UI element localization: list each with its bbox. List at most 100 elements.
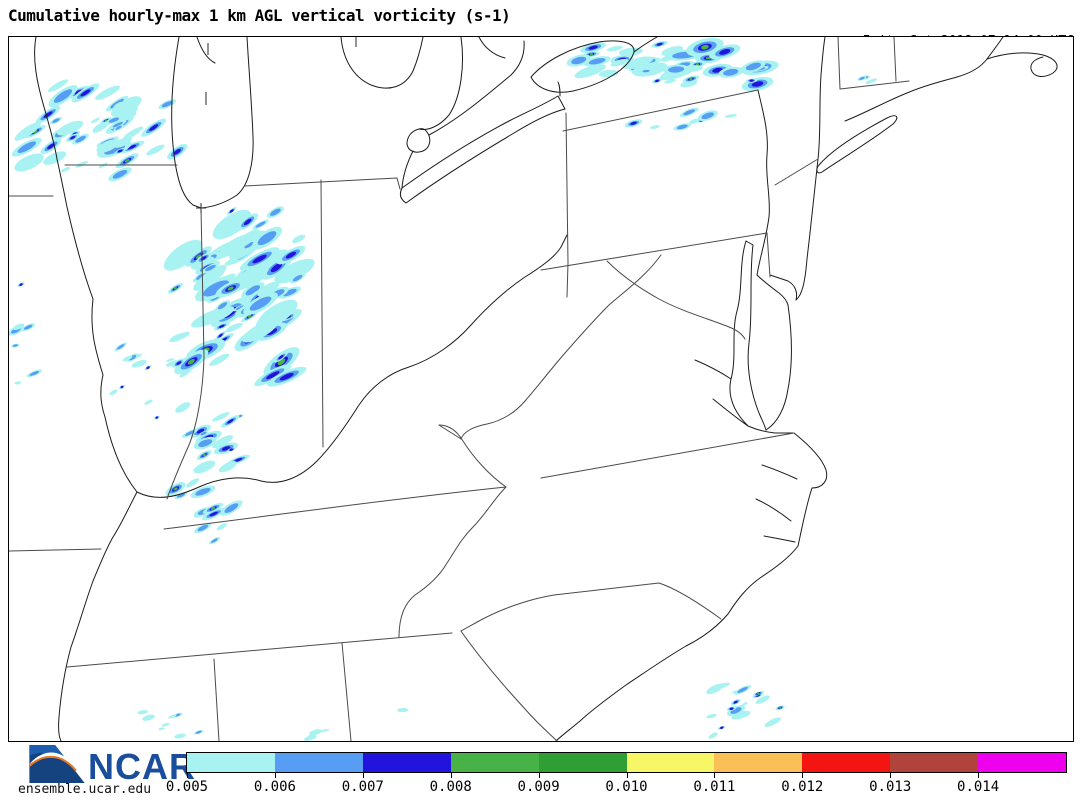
vorticity-cell xyxy=(56,120,84,136)
vorticity-cell xyxy=(731,711,749,720)
colorbar-ticks: 0.005 0.006 0.007 0.008 0.009 0.010 0.011 0.012… xyxy=(166,773,1066,797)
vorticity-cell xyxy=(720,726,724,729)
door-peninsula xyxy=(196,37,216,64)
vorticity-cell xyxy=(212,209,252,240)
vorticity-cell xyxy=(571,56,587,65)
new-jersey-coast xyxy=(769,158,819,301)
vorticity-cell xyxy=(217,302,228,310)
vorticity-cell xyxy=(245,285,261,296)
albemarle-sound xyxy=(761,464,798,480)
colorbar-tick-label: 0.005 xyxy=(165,779,209,795)
vorticity-cell xyxy=(218,461,237,473)
delaware-bay xyxy=(756,274,789,306)
alabama-georgia-border xyxy=(341,642,352,741)
colorbar-tick-label: 0.007 xyxy=(341,779,384,795)
colorbar: 0.005 0.006 0.007 0.008 0.009 0.010 0.011 0.012… xyxy=(166,752,1071,798)
vorticity-cell xyxy=(258,299,298,328)
vorticity-cell xyxy=(779,706,782,709)
vorticity-cell xyxy=(142,714,155,721)
vorticity-cell xyxy=(745,62,762,71)
vorticity-cell xyxy=(80,89,91,97)
lake-st-clair xyxy=(406,128,431,153)
delaware-maryland-border xyxy=(766,232,771,278)
vorticity-cell xyxy=(656,42,663,46)
newyork-pennsylvania-border xyxy=(562,89,759,132)
vorticity-cell xyxy=(212,435,234,449)
vorticity-cell xyxy=(112,122,123,128)
colorbar-segment xyxy=(714,753,803,772)
vorticity-cell xyxy=(724,114,737,118)
vorticity-cell xyxy=(701,112,715,120)
vorticity-cell xyxy=(233,229,260,249)
vorticity-cell xyxy=(191,306,235,328)
rappahannock-river xyxy=(694,359,732,380)
vorticity-cell xyxy=(14,153,44,172)
vorticity-cell xyxy=(755,695,770,704)
vorticity-cell xyxy=(60,167,71,173)
vorticity-cell xyxy=(158,727,165,731)
vorticity-cell xyxy=(168,714,177,719)
vorticity-cell xyxy=(737,686,748,693)
vorticity-cell xyxy=(23,324,33,330)
hudson-river xyxy=(817,37,826,160)
vorticity-cell xyxy=(631,63,643,69)
vorticity-cell xyxy=(122,355,133,362)
vermont-newhampshire-border xyxy=(893,37,897,82)
vorticity-cell xyxy=(252,254,267,264)
colorbar-segment xyxy=(890,753,979,772)
vorticity-cell xyxy=(90,117,100,124)
vorticity-cell xyxy=(47,79,69,92)
vorticity-cell xyxy=(144,399,153,405)
potomac-river-border xyxy=(606,260,746,340)
cape-cod xyxy=(986,52,1058,77)
vorticity-cell xyxy=(277,358,286,366)
lake-erie xyxy=(399,95,566,204)
vorticity-cell xyxy=(155,416,159,419)
massachusetts-connecticut-border xyxy=(839,80,910,90)
virginia-northcarolina-border xyxy=(540,432,795,479)
vorticity-cell xyxy=(574,64,607,79)
vorticity-cell xyxy=(116,344,125,350)
vorticity-cell xyxy=(193,460,216,474)
vorticity-cell xyxy=(303,734,317,741)
vorticity-cell xyxy=(655,79,659,83)
vorticity-cell xyxy=(43,111,53,118)
mississippi-alabama-border xyxy=(213,658,220,741)
michigan-south-border xyxy=(244,177,401,190)
vorticity-cell xyxy=(588,45,598,50)
vorticity-cell xyxy=(255,221,266,228)
pamlico-sound xyxy=(755,498,796,543)
vorticity-cell xyxy=(279,372,294,381)
vorticity-cell xyxy=(122,126,144,140)
colorbar-tick-label: 0.006 xyxy=(253,779,296,795)
vorticity-cell xyxy=(225,322,243,333)
vorticity-cell xyxy=(683,109,696,116)
vorticity-cell xyxy=(109,389,118,396)
vorticity-cell xyxy=(733,700,738,704)
colorbar-tick-label: 0.008 xyxy=(429,779,472,795)
illinois-indiana-border xyxy=(166,207,205,500)
colorbar-tick-label: 0.012 xyxy=(781,779,824,795)
colorbar-tick-label: 0.009 xyxy=(517,779,560,795)
vorticity-cell xyxy=(630,56,654,66)
vorticity-cell xyxy=(244,241,254,249)
vorticity-cell xyxy=(589,52,593,56)
vorticity-cell xyxy=(17,141,37,154)
newyork-newjersey-border xyxy=(774,158,819,186)
vorticity-cell xyxy=(12,344,18,347)
vorticity-cell xyxy=(276,267,288,277)
colorbar-scale xyxy=(186,752,1067,773)
new-england-coast xyxy=(844,37,1004,122)
vorticity-cell xyxy=(764,717,781,727)
vorticity-cell xyxy=(195,487,211,496)
georgia-southcarolina-border xyxy=(460,630,558,741)
vorticity-cell xyxy=(320,728,330,732)
vorticity-cell xyxy=(174,733,186,739)
vorticity-cell xyxy=(173,148,181,155)
vorticity-cell xyxy=(113,101,123,109)
vorticity-cell xyxy=(135,353,142,359)
vorticity-cell xyxy=(92,121,109,133)
tennessee-south-border xyxy=(66,632,453,668)
vorticity-cell xyxy=(163,239,203,271)
